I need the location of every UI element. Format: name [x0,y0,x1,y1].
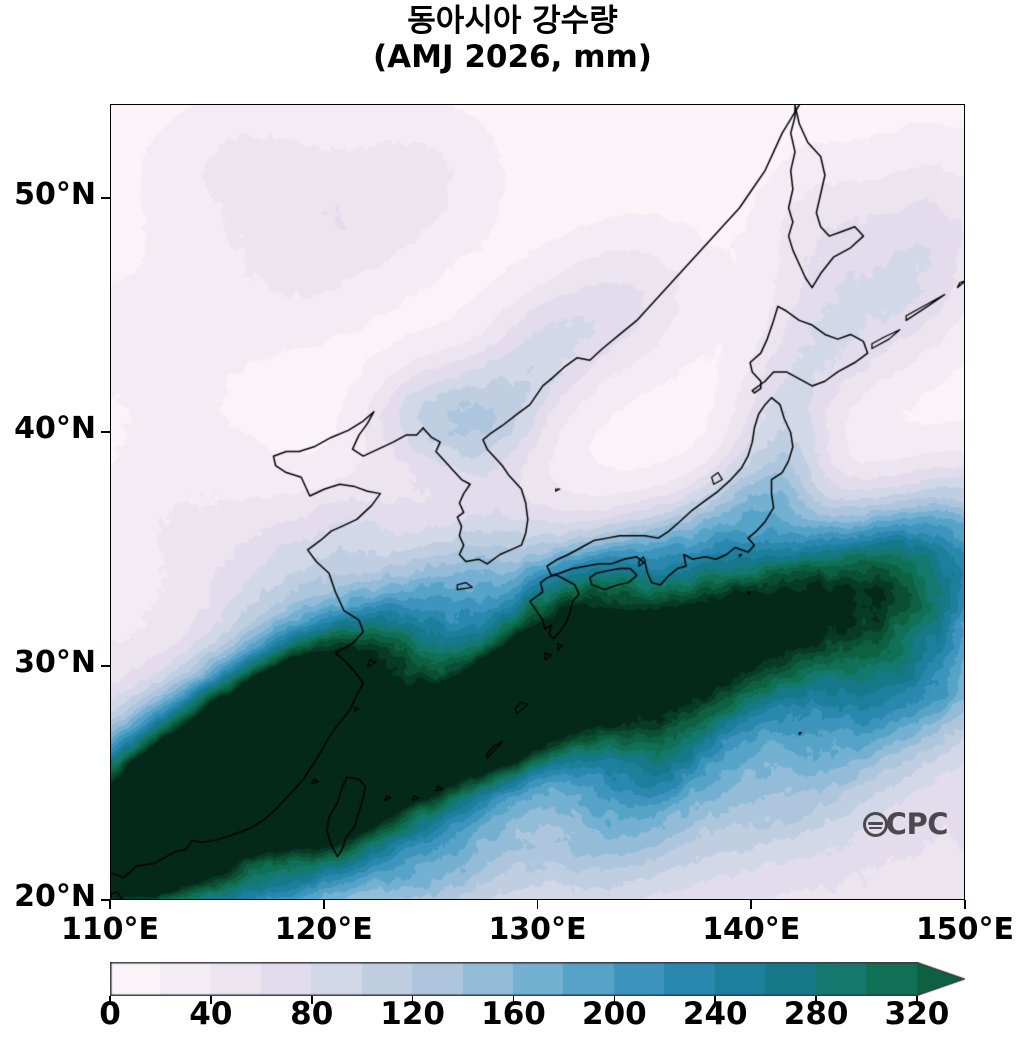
ytick-mark [101,430,110,433]
xtick-label: 120°E [274,912,373,947]
colorbar-tick-label: 80 [290,996,334,1032]
ytick-label: 30°N [14,644,96,680]
xtick-mark [750,900,753,909]
colorbar-tick [512,996,515,1004]
colorbar-tick-label: 320 [884,996,950,1032]
figure-subtitle: (AMJ 2026, mm) [373,38,652,75]
ytick-mark [101,196,110,199]
cpc-watermark: CPC [862,807,949,841]
xtick-label: 130°E [488,912,587,947]
colorbar-gradient [110,962,965,996]
precipitation-field [111,105,964,899]
colorbar-tick [613,996,616,1004]
globe-icon [862,811,888,837]
xtick-mark [322,900,325,909]
colorbar-tick [310,996,313,1004]
colorbar-tick-label: 160 [481,996,546,1032]
colorbar-tick-label: 0 [99,996,121,1032]
colorbar-tick-label: 240 [682,996,748,1032]
figure-title-block: 동아시아 강수량 (AMJ 2026, mm) [0,3,1025,76]
xtick-label: 150°E [915,912,1015,947]
colorbar-tick [714,996,717,1004]
page-title: 동아시아 강수량 [407,3,618,39]
colorbar-tick-label: 200 [582,996,647,1032]
ytick-label: 50°N [14,176,96,212]
colorbar-tick-label: 120 [380,996,445,1032]
colorbar-tick-label: 280 [783,996,849,1032]
colorbar-tick [109,996,111,1004]
map-plot-area: CPC [110,104,965,900]
xtick-label: 110°E [60,912,160,947]
xtick-mark [109,900,111,909]
ytick-label: 40°N [14,410,96,446]
colorbar-tick-label: 40 [189,996,233,1032]
watermark-label: CPC [885,807,949,841]
ytick-mark [101,664,110,667]
colorbar-tick [815,996,817,1004]
xtick-mark [964,900,966,909]
ytick-mark [101,899,110,901]
ytick-label: 20°N [14,879,96,914]
colorbar-tick [411,996,414,1004]
xtick-mark [536,900,539,909]
colorbar-tick [916,996,918,1004]
xtick-label: 140°E [702,912,801,947]
colorbar-tick [210,996,212,1004]
colorbar[interactable] [110,962,965,996]
